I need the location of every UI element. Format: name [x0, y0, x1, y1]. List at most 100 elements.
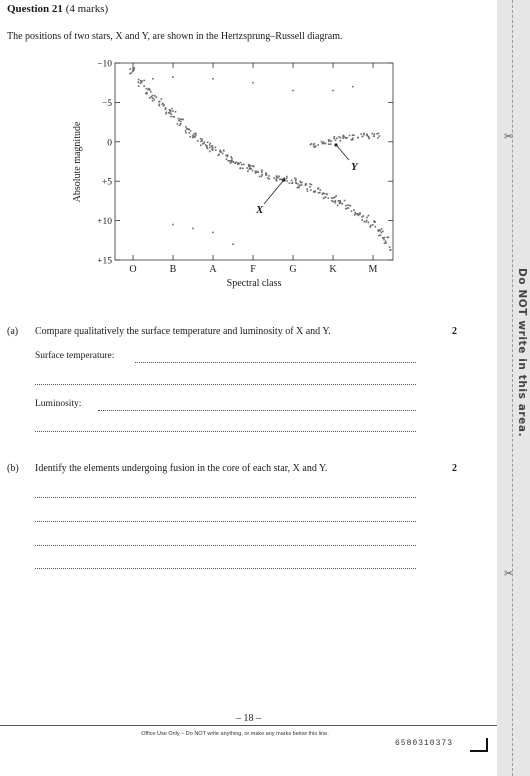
- star-point-main-sequence: [357, 214, 360, 217]
- star-point-main-sequence: [370, 224, 372, 227]
- star-point-giants: [363, 132, 365, 135]
- answer-line-b-1[interactable]: [35, 497, 416, 498]
- star-point-main-sequence: [278, 175, 280, 178]
- cut-line: [512, 0, 513, 776]
- star-point-giants: [313, 142, 316, 145]
- star-point-giants: [313, 146, 315, 148]
- star-point-main-sequence: [145, 87, 148, 90]
- star-point-giants: [327, 139, 330, 141]
- star-point-main-sequence: [169, 112, 171, 114]
- star-point-main-sequence: [239, 167, 242, 169]
- star-point-main-sequence: [193, 135, 195, 138]
- star-point-main-sequence: [206, 141, 209, 144]
- x-tick-label: F: [250, 264, 256, 275]
- x-axis-label: Spectral class: [227, 278, 282, 289]
- star-point-main-sequence: [131, 70, 134, 72]
- star-point-main-sequence: [230, 156, 232, 158]
- star-point-main-sequence: [359, 213, 361, 216]
- y-axis-label: Absolute magnitude: [72, 121, 83, 202]
- star-point-giants: [366, 133, 368, 136]
- question-number: Question 21: [7, 3, 63, 15]
- star-point-main-sequence: [306, 188, 308, 190]
- star-annotations: XY: [255, 143, 359, 216]
- star-point-main-sequence: [314, 190, 317, 193]
- no-write-notice: Do NOT write in this area.: [516, 268, 528, 438]
- star-point-main-sequence: [231, 159, 233, 162]
- star-point-giants: [344, 136, 347, 139]
- star-point-giants: [314, 146, 316, 148]
- star-point-main-sequence: [225, 154, 227, 157]
- answer-line-luminosity-2[interactable]: [35, 431, 416, 432]
- surface-temperature-label: Surface temperature:: [35, 351, 115, 361]
- star-point-main-sequence: [180, 120, 182, 123]
- star-point-main-sequence: [201, 138, 203, 141]
- star-point-giants: [350, 138, 353, 141]
- star-point-main-sequence: [337, 200, 340, 202]
- star-point-main-sequence: [355, 213, 357, 215]
- star-point-main-sequence: [164, 107, 167, 109]
- star-point-main-sequence: [177, 117, 180, 120]
- answer-line-temperature-1[interactable]: [135, 362, 416, 363]
- star-point-main-sequence: [220, 151, 223, 153]
- star-point-giants: [327, 143, 330, 146]
- star-point-main-sequence: [306, 190, 309, 192]
- star-point-giants: [357, 136, 359, 139]
- star-point-main-sequence: [163, 104, 165, 106]
- star-point-main-sequence: [188, 132, 191, 134]
- star-y-marker: [334, 143, 338, 147]
- part-a-text: Compare qualitatively the surface temper…: [35, 326, 331, 337]
- star-point-main-sequence: [248, 164, 251, 167]
- star-x-marker: [282, 178, 286, 182]
- star-point-main-sequence: [369, 225, 372, 228]
- star-point-giants: [339, 136, 342, 139]
- star-point-main-sequence: [332, 200, 335, 203]
- star-point-main-sequence: [258, 175, 261, 178]
- star-point-main-sequence: [366, 216, 368, 219]
- part-a-marks: 2: [452, 326, 457, 337]
- star-point-main-sequence: [139, 80, 142, 82]
- star-point-main-sequence: [304, 184, 307, 187]
- star-point-main-sequence: [236, 163, 239, 166]
- star-point-main-sequence: [150, 90, 152, 93]
- star-point-main-sequence: [214, 146, 217, 149]
- star-point-main-sequence: [210, 145, 213, 148]
- star-point-main-sequence: [227, 159, 229, 162]
- star-point-main-sequence: [219, 149, 222, 152]
- star-point-main-sequence: [309, 183, 311, 185]
- star-point-giants: [368, 136, 370, 138]
- star-points: [129, 67, 392, 251]
- star-point-main-sequence: [225, 158, 228, 160]
- star-point-giants: [317, 144, 319, 146]
- answer-line-b-3[interactable]: [35, 545, 416, 546]
- star-point-main-sequence: [182, 118, 184, 121]
- answer-line-b-4[interactable]: [35, 568, 416, 569]
- answer-line-luminosity-1[interactable]: [98, 410, 416, 411]
- star-point-main-sequence: [285, 177, 288, 180]
- answer-line-temperature-2[interactable]: [35, 384, 416, 385]
- star-point-main-sequence: [383, 242, 386, 245]
- page-number: – 18 –: [236, 713, 261, 724]
- star-point-giants: [324, 142, 327, 145]
- part-a-letter: (a): [7, 326, 19, 337]
- star-point-main-sequence: [335, 194, 338, 197]
- luminosity-label: Luminosity:: [35, 399, 82, 409]
- star-point-main-sequence: [312, 191, 315, 193]
- scissor-icon: ✂: [504, 567, 514, 580]
- star-point-main-sequence: [192, 136, 195, 139]
- answer-line-b-2[interactable]: [35, 521, 416, 522]
- star-point-main-sequence: [208, 144, 211, 146]
- star-point-main-sequence: [185, 127, 188, 130]
- star-point-main-sequence: [334, 196, 336, 199]
- star-point-main-sequence: [140, 81, 143, 84]
- star-point-main-sequence: [199, 144, 202, 147]
- star-point-main-sequence: [181, 118, 183, 120]
- star-point-supergiants: [212, 77, 214, 80]
- star-point-main-sequence: [277, 176, 279, 179]
- star-point-main-sequence: [385, 242, 387, 244]
- star-point-main-sequence: [291, 182, 293, 185]
- star-point-main-sequence: [380, 228, 383, 230]
- star-point-main-sequence: [341, 203, 344, 205]
- star-point-main-sequence: [309, 189, 312, 191]
- y-tick-label: 0: [107, 138, 112, 148]
